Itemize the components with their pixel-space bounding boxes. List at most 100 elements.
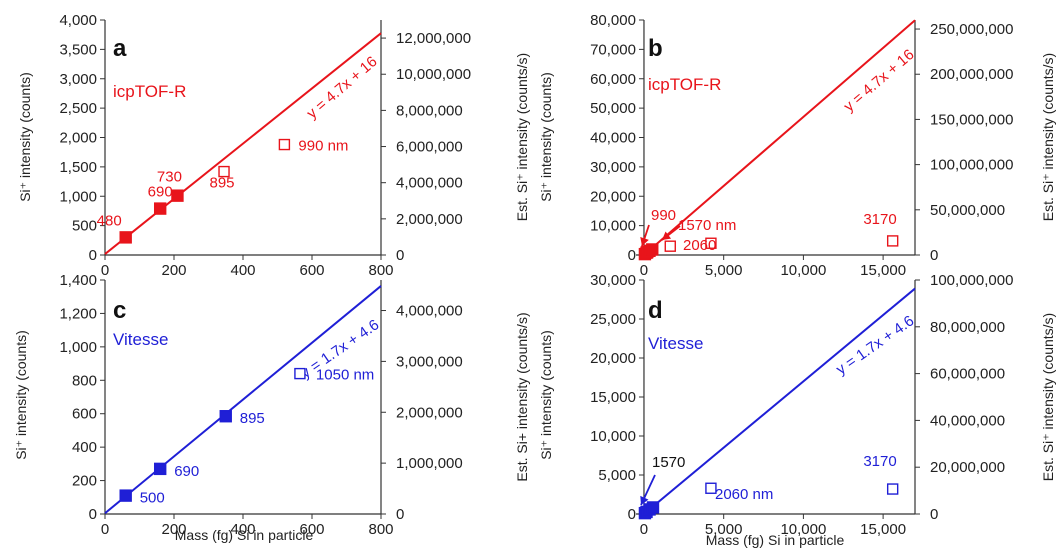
y-tick-label: 1,000 xyxy=(59,188,97,205)
y-tick-label: 1,000 xyxy=(59,339,97,356)
data-point xyxy=(294,367,306,380)
y-tick-label: 0 xyxy=(628,506,636,523)
y-tick-label: 10,000 xyxy=(590,218,636,235)
y-tick-label: 50,000 xyxy=(590,100,636,117)
point-label: 1050 nm xyxy=(316,367,374,384)
instrument-label: icpTOF-R xyxy=(648,75,721,94)
y2-tick-label: 200,000,000 xyxy=(930,66,1013,83)
y2-tick-label: 150,000,000 xyxy=(930,111,1013,128)
y-axis-title: Si⁺ intensity (counts) xyxy=(13,330,29,460)
data-point xyxy=(219,410,232,423)
data-point xyxy=(119,489,132,502)
y2-axis-title: Est. Si⁺ intensity (counts/s) xyxy=(514,53,530,221)
data-point xyxy=(646,243,659,256)
y2-tick-label: 4,000,000 xyxy=(396,175,463,192)
point-annotation: 990 xyxy=(651,207,676,224)
x-tick-label: 0 xyxy=(640,521,648,538)
x-tick-label: 800 xyxy=(368,521,393,538)
point-annotation: 3170 xyxy=(863,211,896,228)
data-point xyxy=(886,483,899,495)
instrument-label: icpTOF-R xyxy=(113,82,186,101)
x-tick-label: 400 xyxy=(230,521,255,538)
point-label: 990 nm xyxy=(298,138,348,155)
data-point xyxy=(119,231,132,244)
data-point xyxy=(153,202,167,215)
x-tick-label: 0 xyxy=(101,521,109,538)
data-point xyxy=(664,240,676,252)
panel-a: 0 500 1,000 1,500 2,000 2,500 3,000 3,500 4,000 0… xyxy=(17,12,530,279)
x-tick-label: 5,000 xyxy=(705,521,743,538)
x-tick-label: 200 xyxy=(161,521,186,538)
y-tick-label: 1,500 xyxy=(59,159,97,176)
y-tick-label: 25,000 xyxy=(590,311,636,328)
point-annotation: 1570 xyxy=(652,454,685,471)
data-point xyxy=(646,501,660,514)
x-tick-label: 15,000 xyxy=(860,521,906,538)
y-tick-label: 800 xyxy=(72,372,97,389)
x-tick-label: 0 xyxy=(640,262,648,279)
y-tick-label: 0 xyxy=(89,247,97,264)
panel-c: 0 200 400 600 800 1,000 1,200 1,400 0 200 400 600 80… xyxy=(13,272,530,543)
y2-tick-label: 100,000,000 xyxy=(930,157,1013,174)
x-tick-label: 600 xyxy=(299,262,324,279)
x-tick-label: 400 xyxy=(230,262,255,279)
y2-axis-title: Est. Si⁺ intensity (counts/s) xyxy=(1040,313,1056,481)
point-label: 690 xyxy=(174,463,199,480)
y-tick-label: 5,000 xyxy=(598,467,636,484)
y-tick-label: 20,000 xyxy=(590,350,636,367)
y2-tick-label: 4,000,000 xyxy=(396,303,463,320)
data-point xyxy=(171,189,184,202)
y2-tick-label: 3,000,000 xyxy=(396,353,463,370)
arrow-head xyxy=(662,231,672,240)
x-tick-label: 0 xyxy=(101,262,109,279)
data-point xyxy=(705,482,717,494)
y-tick-label: 500 xyxy=(72,218,97,235)
y-axis-title: Si⁺ intensity (counts) xyxy=(538,72,554,202)
y-tick-label: 20,000 xyxy=(590,188,636,205)
y2-tick-label: 250,000,000 xyxy=(930,21,1013,38)
fit-line xyxy=(643,19,916,256)
y-tick-label: 4,000 xyxy=(59,12,97,29)
instrument-label: Vitesse xyxy=(113,330,168,349)
y-tick-label: 200 xyxy=(72,473,97,490)
y-tick-label: 3,000 xyxy=(59,71,97,88)
x-tick-label: 10,000 xyxy=(780,262,826,279)
y2-tick-label: 0 xyxy=(930,506,938,523)
panel-d: 0 5,000 10,000 15,000 20,000 25,000 30,000 0 5,0… xyxy=(538,272,1056,548)
y2-tick-label: 80,000,000 xyxy=(930,319,1005,336)
y-tick-label: 1,200 xyxy=(59,305,97,322)
y-tick-label: 60,000 xyxy=(590,71,636,88)
panel-letter: b xyxy=(648,35,663,62)
y2-tick-label: 60,000,000 xyxy=(930,366,1005,383)
point-label: 500 xyxy=(140,490,165,507)
x-tick-label: 800 xyxy=(368,262,393,279)
y2-tick-label: 50,000,000 xyxy=(930,202,1005,219)
point-annotation: 2060 nm xyxy=(715,486,773,503)
x-tick-label: 600 xyxy=(299,521,324,538)
y-axis-title: Si⁺ intensity (counts) xyxy=(17,72,33,202)
y-tick-label: 40,000 xyxy=(590,130,636,147)
point-label: 690 xyxy=(148,184,173,201)
x-tick-label: 200 xyxy=(161,262,186,279)
y-tick-label: 600 xyxy=(72,406,97,423)
fit-line xyxy=(104,32,382,255)
y2-tick-label: 8,000,000 xyxy=(396,102,463,119)
panel-letter: a xyxy=(113,35,127,62)
data-point xyxy=(705,237,717,249)
panel-letter: d xyxy=(648,297,663,324)
x-axis-title: Mass (fg) Si in particle xyxy=(706,532,845,548)
panel-letter: c xyxy=(113,297,126,324)
point-annotation: 2060 xyxy=(683,237,716,254)
y-tick-label: 30,000 xyxy=(590,272,636,289)
arrow-head xyxy=(640,236,649,246)
y-axis-title: Si⁺ intensity (counts) xyxy=(538,330,554,460)
y-tick-label: 30,000 xyxy=(590,159,636,176)
y2-tick-label: 20,000,000 xyxy=(930,459,1005,476)
point-annotation: 3170 xyxy=(863,453,896,470)
arrow-head xyxy=(640,495,649,505)
y-tick-label: 70,000 xyxy=(590,41,636,58)
y-tick-label: 0 xyxy=(628,247,636,264)
y2-tick-label: 0 xyxy=(396,506,404,523)
point-label: 895 xyxy=(240,410,265,427)
y-tick-label: 400 xyxy=(72,439,97,456)
